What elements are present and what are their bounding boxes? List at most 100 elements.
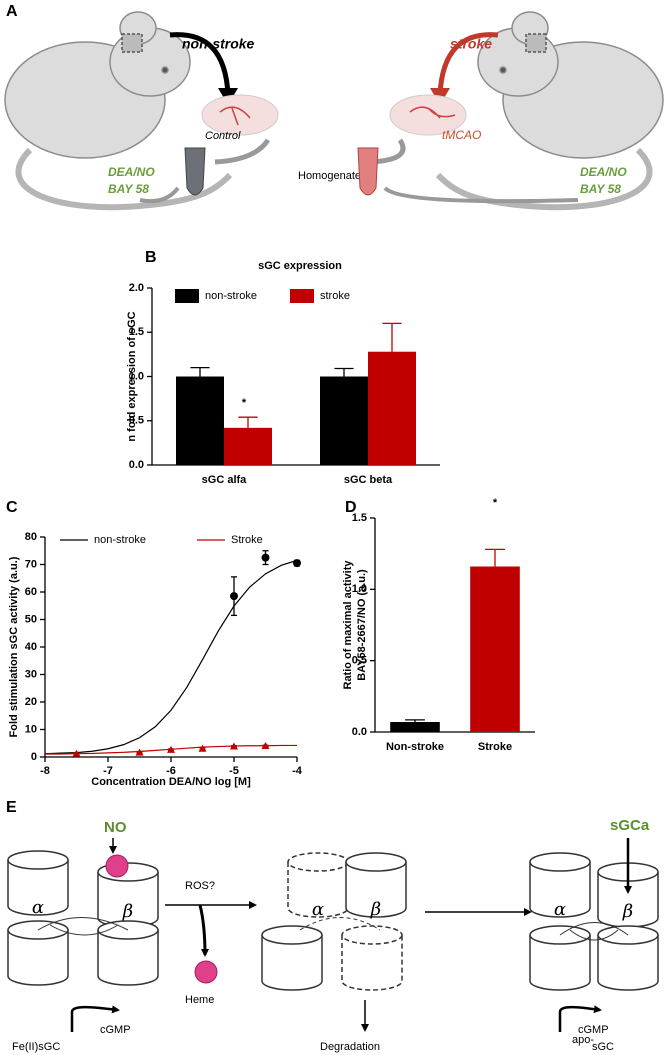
subunit: β — [122, 901, 133, 922]
cylinder-body — [287, 862, 349, 918]
linker — [37, 917, 129, 936]
point — [230, 742, 238, 750]
cylinder-top — [7, 850, 69, 870]
bar — [176, 376, 224, 465]
arrow-label: ROS? — [185, 880, 215, 892]
x-tick-label: -6 — [166, 765, 176, 777]
inducer: NO — [104, 819, 127, 836]
cylinder-body — [597, 935, 659, 991]
state-label: Fe(II)sGC — [12, 1041, 60, 1053]
cylinder-body — [529, 935, 591, 991]
bar — [368, 351, 416, 465]
x-tick-label: sGC alfa — [202, 474, 248, 486]
point — [198, 744, 207, 752]
bar — [320, 376, 368, 465]
y-tick-label: 10 — [25, 723, 37, 735]
x-tick-label: -7 — [103, 765, 113, 777]
y-axis-title: BAY58-2667/NO (a.u.) — [356, 569, 368, 681]
arrow-label: non-stroke — [182, 36, 255, 52]
legend-swatch — [175, 289, 199, 303]
heme — [194, 960, 218, 984]
state-label: Degradation — [320, 1041, 380, 1053]
superscript: apo- — [572, 1034, 594, 1046]
point — [261, 553, 270, 562]
treatment: BAY 58 — [580, 182, 621, 196]
x-tick-label: Non-stroke — [386, 741, 444, 753]
y-tick-label: 50 — [25, 613, 37, 625]
y-tick-label: 60 — [25, 586, 37, 598]
legend-label: non-stroke — [205, 290, 257, 302]
y-tick-label: 1.5 — [129, 326, 144, 338]
y-tick-label: 0.5 — [129, 415, 144, 427]
fit-line — [44, 559, 298, 755]
subunit: β — [622, 901, 633, 922]
y-tick-label: 0.5 — [352, 655, 367, 667]
y-axis-title: n fold expression of sGC — [126, 311, 138, 441]
cylinder-top — [287, 852, 349, 872]
x-tick-label: Stroke — [478, 741, 512, 753]
x-tick-label: sGC beta — [344, 474, 393, 486]
panel-label: C — [6, 499, 18, 516]
subunit: α — [32, 897, 44, 918]
cylinder-body — [97, 930, 159, 986]
x-tick-label: -8 — [40, 765, 50, 777]
panel-label: D — [345, 499, 357, 516]
linker — [299, 917, 381, 931]
treatment: DEA/NO — [580, 165, 627, 179]
cylinder-top — [345, 852, 407, 872]
arrow — [70, 1005, 120, 1032]
cylinder-body — [7, 930, 69, 986]
x-axis-title: Concentration DEA/NO log [M] — [91, 776, 251, 788]
group-label: Control — [205, 130, 241, 142]
state-label: sGC — [592, 1041, 614, 1053]
y-tick-label: 1.5 — [352, 512, 367, 524]
panel-label: A — [6, 3, 18, 20]
y-tick-label: 2.0 — [129, 282, 144, 294]
step-label: Homogenate — [298, 170, 361, 182]
y-tick-label: 0 — [31, 751, 37, 763]
arrow — [169, 32, 231, 96]
cylinder-body — [7, 860, 69, 916]
annotation: * — [493, 497, 498, 509]
cylinder-top — [261, 925, 323, 945]
heme — [105, 854, 129, 878]
y-axis-title: Fold stimulation sGC activity (a.u.) — [8, 556, 20, 737]
subunit: α — [312, 899, 324, 920]
arrow-label: stroke — [450, 36, 492, 52]
legend-label: Stroke — [231, 534, 263, 546]
y-tick-label: 40 — [25, 641, 37, 653]
panel-label: B — [145, 249, 157, 266]
point — [167, 745, 175, 753]
bar — [390, 722, 440, 732]
arrow — [437, 32, 499, 96]
cylinder-body — [341, 935, 403, 991]
treatment: BAY 58 — [108, 182, 149, 196]
annotation: * — [242, 397, 247, 409]
bar — [224, 427, 272, 465]
x-tick-label: -5 — [229, 765, 239, 777]
treatment: DEA/NO — [108, 165, 155, 179]
cylinder-top — [529, 852, 591, 872]
legend-label: stroke — [320, 290, 350, 302]
tube — [357, 147, 379, 196]
point — [135, 748, 144, 756]
product: cGMP — [100, 1024, 131, 1036]
point — [293, 559, 301, 568]
subunit: α — [554, 899, 566, 920]
linker — [559, 922, 629, 941]
mouse-right — [435, 11, 664, 211]
chart-title: sGC expression — [258, 260, 342, 272]
cylinder-body — [345, 862, 407, 918]
product: cGMP — [578, 1024, 609, 1036]
tube — [184, 147, 206, 196]
y-tick-label: 30 — [25, 668, 37, 680]
point — [72, 749, 81, 757]
y-tick-label: 1.0 — [352, 583, 367, 595]
x-tick-label: -4 — [292, 765, 303, 777]
point — [230, 592, 238, 601]
cylinder-body — [261, 935, 323, 991]
y-tick-label: 0.0 — [129, 459, 144, 471]
